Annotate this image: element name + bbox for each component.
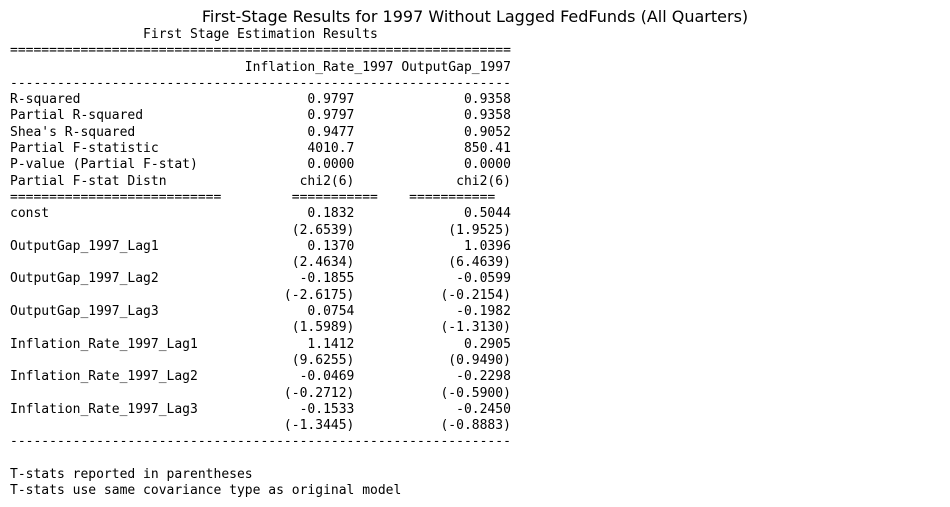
stat-row-2: Shea's R-squared 0.9477 0.9052 — [10, 124, 511, 140]
stat-row-1: Partial R-squared 0.9797 0.9358 — [10, 108, 511, 124]
coefficient-row-5: Inflation_Rate_1997_Lag2 -0.0469 -0.2298 — [10, 369, 511, 385]
rule-double: ========================================… — [10, 43, 511, 59]
coefficient-row-0: const 0.1832 0.5044 — [10, 206, 511, 222]
note-1: T-stats use same covariance type as orig… — [10, 483, 402, 499]
tstat-row-4: (9.6255) (0.9490) — [10, 352, 511, 368]
stat-row-0: R-squared 0.9797 0.9358 — [10, 92, 511, 108]
stat-row-4: P-value (Partial F-stat) 0.0000 0.0000 — [10, 157, 511, 173]
coefficient-row-1: OutputGap_1997_Lag1 0.1370 1.0396 — [10, 238, 511, 254]
first-stage-results-table: First Stage Estimation Results ==========… — [10, 27, 511, 500]
coefficient-row-2: OutputGap_1997_Lag2 -0.1855 -0.0599 — [10, 271, 511, 287]
tstat-row-3: (1.5989) (-1.3130) — [10, 320, 511, 336]
tstat-row-2: (-2.6175) (-0.2154) — [10, 287, 511, 303]
tstat-row-1: (2.4634) (6.4639) — [10, 255, 511, 271]
spacer — [10, 451, 511, 467]
coefficient-row-3: OutputGap_1997_Lag3 0.0754 -0.1982 — [10, 304, 511, 320]
tstat-row-6: (-1.3445) (-0.8883) — [10, 418, 511, 434]
report-header: First Stage Estimation Results — [10, 27, 378, 42]
figure-title: First-Stage Results for 1997 Without Lag… — [201, 7, 749, 26]
stat-row-3: Partial F-statistic 4010.7 850.41 — [10, 141, 511, 157]
stat-row-5: Partial F-stat Distn chi2(6) chi2(6) — [10, 173, 511, 189]
rule-single: ----------------------------------------… — [10, 75, 511, 91]
column-headers: Inflation_Rate_1997 OutputGap_1997 — [10, 59, 511, 75]
coefficient-row-4: Inflation_Rate_1997_Lag1 1.1412 0.2905 — [10, 336, 511, 352]
tstat-row-0: (2.6539) (1.9525) — [10, 222, 511, 238]
note-0: T-stats reported in parentheses — [10, 467, 253, 483]
tstat-row-5: (-0.2712) (-0.5900) — [10, 385, 511, 401]
coefficient-row-6: Inflation_Rate_1997_Lag3 -0.1533 -0.2450 — [10, 401, 511, 417]
rule-section: =========================== =========== … — [10, 189, 496, 205]
rule-single-bottom: ----------------------------------------… — [10, 434, 511, 450]
